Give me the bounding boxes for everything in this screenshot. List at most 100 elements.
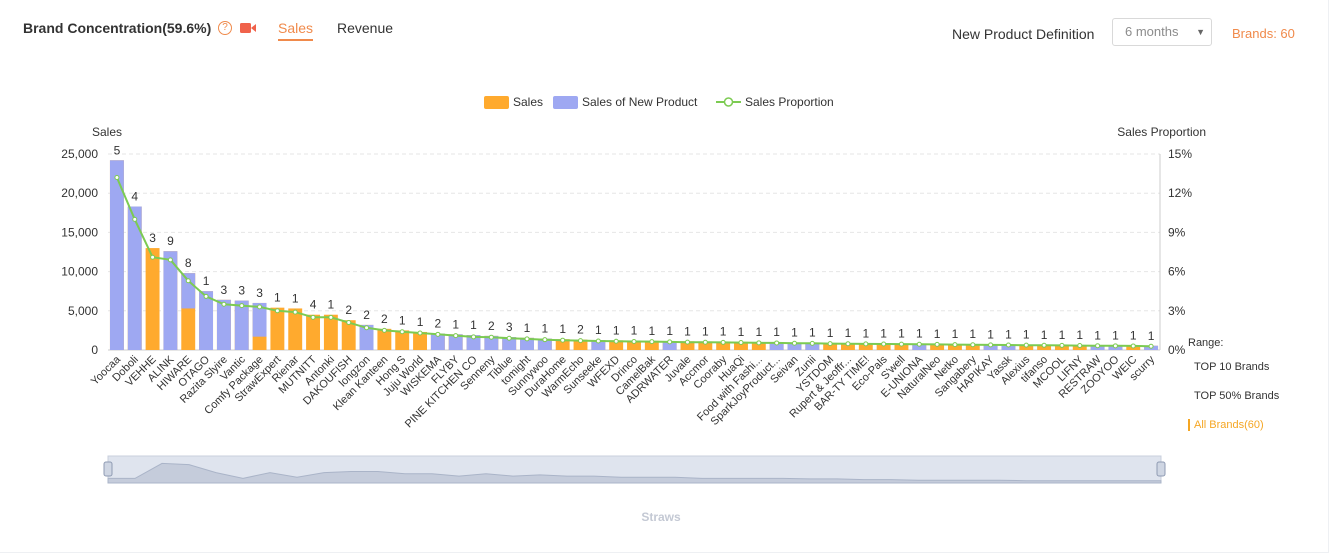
sales-proportion-point	[239, 303, 245, 309]
new-product-definition-select[interactable]: 6 months ▼	[1112, 18, 1212, 46]
bar-label: 3	[506, 320, 513, 334]
bar-sales	[413, 331, 427, 350]
bar-new-product	[520, 337, 534, 350]
sales-proportion-point	[346, 320, 352, 326]
bar-new-product	[787, 342, 802, 350]
data-zoom-handle[interactable]	[1156, 461, 1166, 477]
bar-label: 1	[417, 315, 424, 329]
bar-label: 2	[577, 323, 584, 337]
legend-swatch-marker	[723, 97, 734, 107]
bar-label: 9	[167, 234, 174, 248]
sales-proportion-point	[898, 341, 904, 347]
bar-label: 1	[809, 326, 816, 340]
tab-sales[interactable]: Sales	[278, 20, 314, 41]
legend: Sales Sales of New Product Sales Proportio…	[484, 95, 834, 109]
bar-label: 1	[1041, 328, 1048, 342]
help-icon[interactable]: ?	[218, 21, 232, 35]
range-title: Range:	[1188, 337, 1224, 349]
range-top50[interactable]: TOP 50% Brands	[1194, 390, 1280, 402]
bar-label: 1	[755, 325, 762, 339]
sales-proportion-point	[934, 341, 940, 347]
bar-sales	[698, 341, 713, 350]
bar-new-product	[359, 324, 374, 350]
bar-label: 1	[880, 326, 887, 340]
sales-proportion-point	[845, 341, 851, 347]
bar-label: 1	[524, 321, 531, 335]
bar-sales	[270, 307, 285, 350]
sales-proportion-point	[988, 342, 994, 348]
sales-proportion-point	[542, 337, 548, 343]
y-tick-right: 3%	[1168, 304, 1186, 318]
sales-proportion-point	[595, 338, 601, 344]
bar-label: 1	[827, 326, 834, 340]
bar-label: 1	[292, 291, 299, 305]
bar-label: 1	[399, 313, 406, 327]
sales-proportion-point	[1023, 342, 1029, 348]
bar-label: 1	[791, 325, 798, 339]
brands-count: Brands: 60	[1232, 26, 1295, 41]
data-zoom-handle[interactable]	[103, 461, 113, 477]
sales-proportion-point	[631, 339, 637, 345]
bar-new-product	[127, 206, 142, 350]
bar-label: 1	[1148, 329, 1155, 343]
video-icon[interactable]	[240, 23, 256, 33]
sales-proportion-point	[150, 254, 156, 260]
bar-new-product	[163, 251, 178, 350]
sales-proportion-point	[132, 216, 138, 222]
bar-label: 4	[310, 298, 317, 312]
sales-proportion-point	[1095, 343, 1101, 349]
legend-swatch	[553, 96, 578, 109]
bar-label: 1	[1023, 328, 1030, 342]
legend-swatch	[484, 96, 509, 109]
bar-label: 1	[666, 324, 673, 338]
sales-proportion-point	[435, 331, 441, 337]
bar-label: 1	[595, 323, 602, 337]
bar-label: 1	[1059, 328, 1066, 342]
y-tick-left: 5,000	[68, 304, 98, 318]
tab-revenue[interactable]: Revenue	[337, 20, 394, 36]
bar-sales	[876, 343, 891, 350]
bar-label: 1	[648, 324, 655, 338]
bar-label: 1	[702, 324, 709, 338]
bar-sales	[930, 343, 945, 350]
range-all[interactable]: All Brands(60)	[1188, 419, 1264, 431]
sales-proportion-point	[667, 339, 673, 345]
bar-new-product	[502, 337, 517, 350]
bar-sales	[716, 341, 731, 350]
sales-proportion-point	[221, 301, 227, 307]
range-top10[interactable]: TOP 10 Brands	[1194, 361, 1270, 373]
bar-sales	[323, 314, 338, 350]
data-zoom-profile	[107, 462, 1162, 484]
bar-label: 1	[274, 291, 281, 305]
bar-sales	[555, 339, 570, 350]
bar-new-product	[591, 340, 606, 350]
sales-proportion-point	[791, 340, 797, 346]
bar-sales	[377, 328, 392, 350]
bar-new-product	[199, 291, 214, 350]
bar-label: 3	[149, 231, 156, 245]
bar-sales	[841, 343, 855, 350]
bar-label: 1	[684, 324, 691, 338]
bar-label: 1	[452, 317, 459, 331]
sales-proportion-point	[114, 175, 120, 181]
y-tick-right: 6%	[1168, 265, 1186, 279]
bar-sales	[306, 314, 321, 350]
bar-label: 1	[1005, 328, 1012, 342]
bar-label: 1	[613, 323, 620, 337]
bar-new-product	[662, 341, 677, 350]
sales-proportion-point	[809, 340, 815, 346]
bar-label: 3	[238, 284, 245, 298]
bar-sales	[573, 339, 588, 350]
select-value: 6 months	[1125, 24, 1179, 39]
y-tick-left: 20,000	[61, 186, 98, 200]
bar-label: 1	[470, 318, 477, 332]
sales-proportion-point	[1059, 342, 1065, 348]
bar-label: 5	[114, 143, 121, 157]
bar-sales	[823, 342, 838, 350]
sales-proportion-point	[417, 330, 423, 336]
bar-label: 1	[916, 327, 923, 341]
y-tick-right: 15%	[1168, 147, 1192, 161]
chevron-down-icon: ▼	[1196, 27, 1205, 37]
bar-label: 1	[203, 274, 210, 288]
